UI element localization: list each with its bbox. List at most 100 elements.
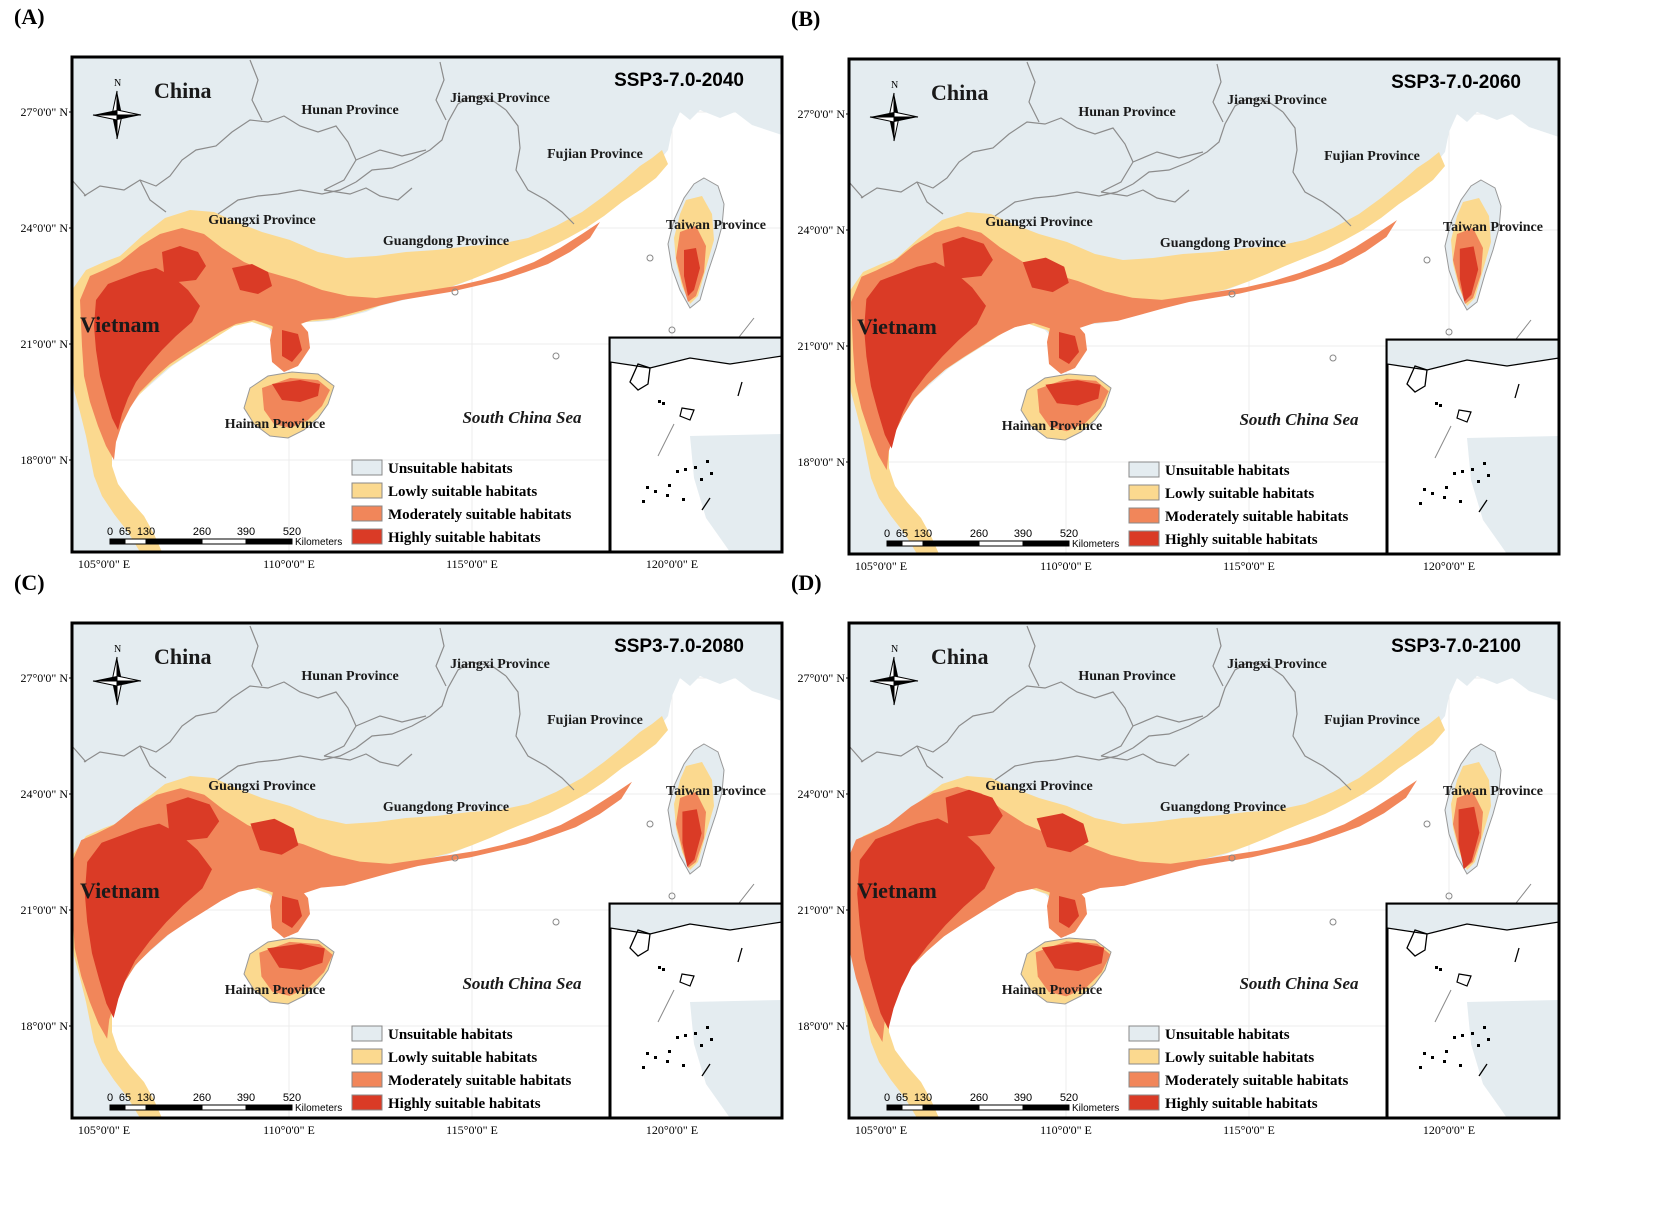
province-border xyxy=(355,95,507,183)
peninsula-high xyxy=(1059,896,1079,928)
legend-label: Moderately suitable habitats xyxy=(388,507,571,523)
province-border xyxy=(435,627,447,687)
scale-tick-label: 65 xyxy=(119,1092,131,1104)
province-border xyxy=(435,61,447,121)
sea-label: South China Sea xyxy=(1239,974,1359,993)
province-border xyxy=(849,745,864,763)
unsuitable-land xyxy=(849,59,1559,554)
scale-tick-label: 260 xyxy=(193,526,211,538)
small-island xyxy=(552,352,560,360)
province-border xyxy=(916,745,944,779)
longitude-label: 105°0'0" E xyxy=(78,557,130,571)
legend-label: Unsuitable habitats xyxy=(1165,1027,1290,1043)
north-arrow-icon: N xyxy=(869,644,919,706)
scenario-title: SSP3-7.0-2060 xyxy=(1391,72,1521,93)
country-label-vietnam: Vietnam xyxy=(857,314,937,339)
province-border xyxy=(1132,97,1284,185)
longitude-label: 115°0'0" E xyxy=(1223,559,1275,573)
province-label-hunan: Hunan Province xyxy=(301,103,398,118)
province-label-jiangxi: Jiangxi Province xyxy=(1227,93,1327,108)
panel-letter: (A) xyxy=(14,4,45,29)
legend-swatch xyxy=(1128,530,1160,547)
scale-unit: Kilometers xyxy=(295,1103,342,1114)
svg-text:N: N xyxy=(891,80,898,91)
country-label-china: China xyxy=(931,80,988,105)
small-island xyxy=(451,854,459,862)
province-border xyxy=(323,753,413,767)
legend: Unsuitable habitats Lowly suitable habita… xyxy=(1128,1025,1348,1112)
province-label-hunan: Hunan Province xyxy=(301,669,398,684)
province-border xyxy=(1282,675,1352,791)
scale-tick-label: 65 xyxy=(896,1092,908,1104)
taiwan-high xyxy=(684,248,700,296)
unsuitable-land xyxy=(72,623,782,1118)
province-label-fujian: Fujian Province xyxy=(547,713,643,728)
legend-swatch xyxy=(351,528,383,545)
province-border xyxy=(249,625,263,687)
legend-label: Moderately suitable habitats xyxy=(1165,509,1348,525)
small-island xyxy=(668,326,676,334)
scenario-title: SSP3-7.0-2080 xyxy=(614,636,744,657)
latitude-label: 24°0'0" N xyxy=(797,223,845,237)
inset-map xyxy=(608,902,782,1118)
province-border xyxy=(505,109,575,225)
country-label-vietnam: Vietnam xyxy=(857,878,937,903)
legend-swatch xyxy=(351,505,383,522)
longitude-label: 115°0'0" E xyxy=(446,557,498,571)
province-border xyxy=(916,181,944,215)
peninsula-high xyxy=(282,330,302,362)
legend-label: Lowly suitable habitats xyxy=(388,1050,537,1066)
scale-tick-label: 130 xyxy=(137,526,155,538)
province-border xyxy=(505,675,575,791)
north-arrow-icon: N xyxy=(869,80,919,142)
scale-tick-label: 130 xyxy=(137,1092,155,1104)
province-label-fujian: Fujian Province xyxy=(1324,713,1420,728)
panel-letter: (B) xyxy=(791,6,821,31)
province-border xyxy=(72,179,87,197)
high-suitability-zone xyxy=(84,797,299,1018)
latitude-label: 21°0'0" N xyxy=(797,339,845,353)
longitude-label: 110°0'0" E xyxy=(1040,559,1092,573)
sea-label: South China Sea xyxy=(1239,410,1359,429)
map-panel-a: (A) 27°0'0" N 24°0'0" N 21°0'0" N 18°0'0" N 1… xyxy=(0,0,827,603)
scale-tick-label: 260 xyxy=(970,528,988,540)
map-frame xyxy=(70,621,784,1120)
province-label-guangdong: Guangdong Province xyxy=(383,234,509,249)
moderate-suitability-zone xyxy=(849,780,1418,1043)
province-label-guangxi: Guangxi Province xyxy=(985,215,1092,230)
province-label-hainan: Hainan Province xyxy=(1002,983,1102,998)
legend-swatch xyxy=(1128,484,1160,501)
province-border xyxy=(994,183,1134,217)
small-island xyxy=(1445,892,1453,900)
country-label-china: China xyxy=(154,644,211,669)
province-border xyxy=(217,747,357,781)
scale-tick-label: 520 xyxy=(1060,1092,1078,1104)
legend-swatch xyxy=(1128,1071,1160,1088)
legend-swatch xyxy=(351,1025,383,1042)
scale-tick-label: 0 xyxy=(884,528,890,540)
map-panel-d: (D) 27°0'0" N 24°0'0" N 21°0'0" N 18°0'0" N 1… xyxy=(777,566,1604,1169)
inset-map xyxy=(1385,902,1559,1118)
province-label-hunan: Hunan Province xyxy=(1078,105,1175,120)
unsuitable-land xyxy=(849,623,1559,1118)
scale-unit: Kilometers xyxy=(295,537,342,548)
country-label-china: China xyxy=(154,78,211,103)
latitude-label: 18°0'0" N xyxy=(20,453,68,467)
province-label-taiwan: Taiwan Province xyxy=(666,784,766,799)
peninsula-high xyxy=(282,896,302,928)
scale-tick-label: 130 xyxy=(914,528,932,540)
scale-tick-label: 390 xyxy=(237,1092,255,1104)
small-island xyxy=(1228,290,1236,298)
legend-swatch xyxy=(351,482,383,499)
province-label-guangdong: Guangdong Province xyxy=(1160,236,1286,251)
province-label-fujian: Fujian Province xyxy=(547,147,643,162)
province-label-hainan: Hainan Province xyxy=(225,983,325,998)
province-border xyxy=(994,747,1134,781)
province-label-guangdong: Guangdong Province xyxy=(383,800,509,815)
taiwan-high xyxy=(1458,806,1480,870)
inset-map xyxy=(1385,338,1559,554)
map-canvas: 27°0'0" N 24°0'0" N 21°0'0" N 18°0'0" N 105°… xyxy=(20,621,784,1137)
moderate-suitability-zone xyxy=(80,222,600,460)
